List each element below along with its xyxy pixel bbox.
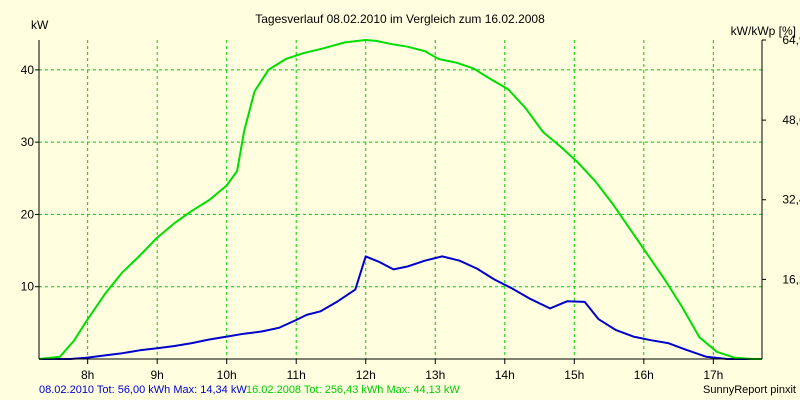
x-tick-label: 9h [151, 368, 164, 382]
x-tick-label: 14h [495, 368, 515, 382]
x-tick-label: 15h [564, 368, 584, 382]
x-tick-label: 16h [634, 368, 654, 382]
y-tick-label: 20 [21, 207, 35, 221]
x-tick-label: 17h [703, 368, 723, 382]
y2-tick-label: 64,9 [782, 33, 800, 47]
x-tick-label: 11h [287, 368, 306, 382]
y2-tick-label: 48,6 [782, 113, 800, 127]
footer-series2: 16.02.2008 Tot: 256,43 kWh Max: 44,13 kW [246, 384, 460, 396]
footer-series1: 08.02.2010 Tot: 56,00 kWh Max: 14,34 kW [39, 384, 247, 396]
x-tick-label: 13h [425, 368, 445, 382]
y2-tick-label: 16,2 [782, 272, 800, 286]
x-tick-label: 12h [356, 368, 376, 382]
plot-area [39, 40, 762, 359]
y-axis-label: kW [31, 18, 49, 32]
x-tick-label: 10h [217, 368, 237, 382]
x-tick-label: 8h [81, 368, 94, 382]
y-tick-label: 30 [21, 135, 35, 149]
footer-credit: SunnyReport pinxit [703, 384, 796, 396]
chart-title: Tagesverlauf 08.02.2010 im Vergleich zum… [255, 12, 545, 26]
y-tick-label: 40 [21, 63, 35, 77]
y2-tick-label: 32,4 [782, 193, 800, 207]
y-tick-label: 10 [21, 280, 35, 294]
